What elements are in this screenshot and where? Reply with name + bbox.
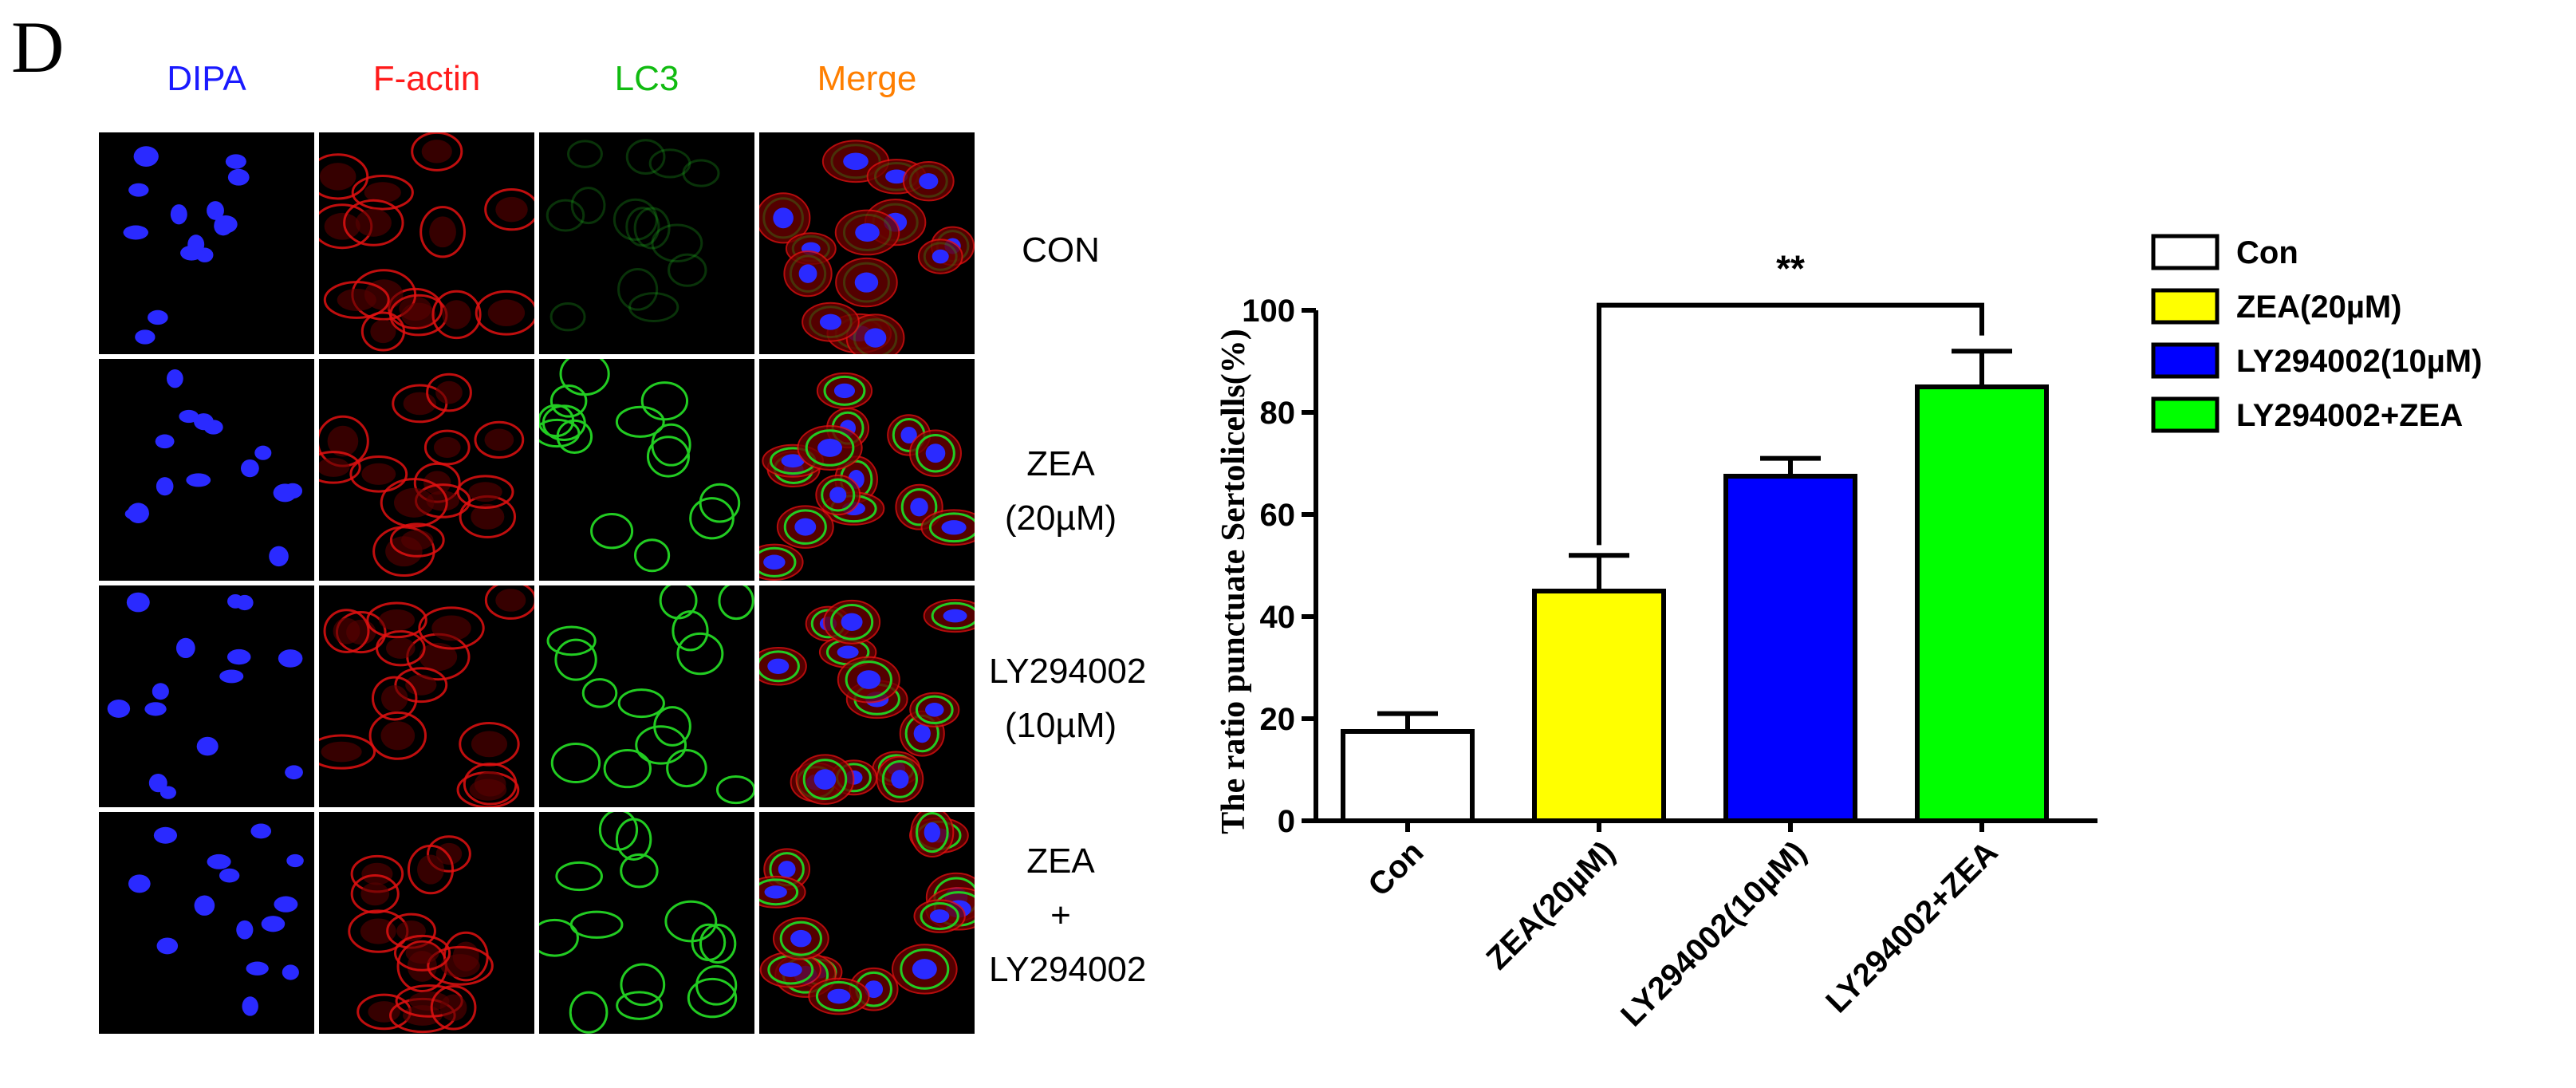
legend-swatch xyxy=(2151,342,2220,379)
row-label-line: ZEA xyxy=(1026,444,1095,483)
row-label-zea: ZEA (20µM) xyxy=(989,437,1132,546)
column-label-lc3: LC3 xyxy=(614,59,679,98)
bar xyxy=(1915,384,2049,823)
bar xyxy=(1341,729,1475,823)
row-label-line: + xyxy=(1050,896,1071,936)
x-tick-label: LY294002+ZEA xyxy=(1819,834,2004,1019)
legend-label: Con xyxy=(2236,235,2298,270)
row-label-line: ZEA xyxy=(1026,842,1095,881)
micrograph-dipa xyxy=(99,812,314,1034)
row-label-line: LY294002 xyxy=(989,652,1147,691)
row-label-line: (10µM) xyxy=(1004,706,1117,746)
micrograph-merge xyxy=(759,585,975,807)
row-label-zea-ly294002: ZEA + LY294002 xyxy=(989,834,1147,998)
legend-swatch xyxy=(2151,288,2220,325)
micrograph-f-actin xyxy=(319,812,534,1034)
row-label-line: (20µM) xyxy=(1004,499,1117,538)
column-label-merge: Merge xyxy=(817,59,917,98)
micrograph-grid xyxy=(99,132,984,1039)
legend-label: LY294002+ZEA xyxy=(2236,398,2463,433)
y-tick-label: 20 xyxy=(1260,702,1296,737)
row-label-line: LY294002 xyxy=(989,950,1147,990)
row-label-line: CON xyxy=(1022,231,1100,270)
legend-swatch xyxy=(2151,396,2220,433)
micrograph-lc3 xyxy=(539,585,754,807)
significance-label: ** xyxy=(1776,248,1805,290)
y-tick-label: 60 xyxy=(1260,498,1296,533)
legend-swatch xyxy=(2151,234,2220,270)
legend-label: LY294002(10µM) xyxy=(2236,344,2482,379)
panel-letter: D xyxy=(11,6,65,88)
significance-bracket xyxy=(1597,302,1984,546)
row-label-ly294002: LY294002 (10µM) xyxy=(989,645,1147,753)
y-tick-label: 0 xyxy=(1278,804,1295,839)
micrograph-merge xyxy=(759,812,975,1034)
micrograph-merge xyxy=(759,132,975,354)
micrograph-dipa xyxy=(99,132,314,354)
micrograph-f-actin xyxy=(319,359,534,581)
y-tick-label: 100 xyxy=(1242,294,1295,329)
micrograph-lc3 xyxy=(539,132,754,354)
column-label-dipa: DIPA xyxy=(167,59,246,98)
micrograph-lc3 xyxy=(539,812,754,1034)
bar xyxy=(1723,474,1857,823)
column-label-f-actin: F-actin xyxy=(372,59,481,98)
y-axis-label: The ratio punctuate Sertolicells(%) xyxy=(1215,329,1252,834)
micrograph-lc3 xyxy=(539,359,754,581)
micrograph-f-actin xyxy=(319,132,534,354)
micrograph-f-actin xyxy=(319,585,534,807)
y-tick-label: 40 xyxy=(1260,600,1296,635)
x-tick-label: ZEA(20µM) xyxy=(1480,834,1622,976)
legend-label: ZEA(20µM) xyxy=(2236,290,2402,325)
bar xyxy=(1532,589,1666,823)
y-tick-label: 80 xyxy=(1260,396,1296,431)
row-label-con: CON xyxy=(989,223,1132,278)
micrograph-dipa xyxy=(99,585,314,807)
micrograph-merge xyxy=(759,359,975,581)
micrograph-dipa xyxy=(99,359,314,581)
x-tick-label: Con xyxy=(1361,834,1430,903)
x-tick-label: LY294002(10µM) xyxy=(1614,834,1813,1033)
